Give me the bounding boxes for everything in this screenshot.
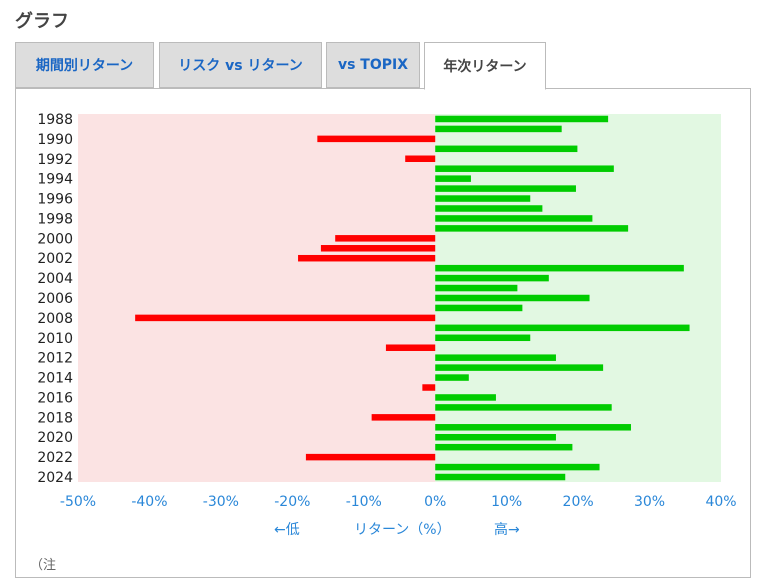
negative-region-background (78, 114, 436, 482)
y-tick-label: 2004 (37, 271, 73, 287)
x-tick-label: 20% (563, 494, 594, 510)
y-tick-label: 1990 (37, 132, 73, 148)
bar-2017 (435, 404, 612, 411)
y-tick-label: 1996 (37, 192, 73, 208)
x-tick-label: -20% (274, 494, 310, 510)
bar-2002 (298, 254, 436, 262)
bar-1994 (435, 175, 471, 182)
y-tick-label: 2014 (37, 371, 73, 387)
bar-2015 (422, 384, 436, 391)
y-tick-label: 2016 (37, 390, 73, 406)
bar-2009 (435, 324, 690, 332)
bar-2006 (435, 294, 590, 302)
y-tick-label: 2020 (37, 430, 73, 446)
x-tick-label: -50% (60, 494, 96, 510)
bar-2018 (371, 414, 436, 421)
tab-vs-topix[interactable]: vs TOPIX (326, 42, 420, 88)
annual-return-chart: 1988 1990 1992 1994 1996 1998 2000 2002 2004 2006… (37, 112, 736, 510)
bar-2007 (435, 304, 523, 312)
bar-1995 (435, 185, 576, 192)
y-tick-label: 2008 (37, 311, 73, 327)
low-label: ←低 (274, 522, 300, 538)
x-tick-label: 10% (491, 494, 522, 510)
x-tick-label: 40% (705, 494, 736, 510)
y-tick-label: 2024 (37, 470, 73, 486)
y-tick-label: 2000 (37, 231, 73, 247)
y-tick-label: 1994 (37, 172, 73, 188)
bar-2013 (435, 364, 604, 371)
bar-2005 (435, 284, 518, 292)
bar-1999 (435, 225, 629, 232)
tab-period-return[interactable]: 期間別リターン (15, 42, 154, 88)
y-tick-label: 2002 (37, 251, 73, 267)
y-tick-label: 1988 (37, 112, 73, 128)
bar-2019 (435, 424, 631, 431)
tab-annual-return[interactable]: 年次リターン (424, 42, 546, 90)
x-axis-label: リターン（%） (354, 522, 451, 538)
bar-1991 (435, 145, 578, 153)
bar-1989 (435, 125, 562, 133)
bar-2011 (385, 344, 436, 351)
tab-risk-vs-return[interactable]: リスク vs リターン (159, 42, 322, 88)
bar-2012 (435, 354, 556, 361)
bar-1997 (435, 205, 543, 212)
bar-2008 (135, 314, 436, 322)
y-tick-label: 2012 (37, 351, 73, 367)
bar-1988 (435, 115, 609, 123)
bar-1993 (435, 165, 614, 172)
bar-2004 (435, 274, 549, 282)
bar-2024 (435, 473, 566, 481)
bar-2000 (335, 235, 436, 242)
bar-2014 (435, 374, 469, 381)
bar-2022 (305, 453, 436, 461)
y-tick-label: 1998 (37, 211, 73, 227)
section-title: グラフ (15, 11, 69, 32)
x-tick-label: -40% (131, 494, 167, 510)
y-tick-label: 2010 (37, 331, 73, 347)
chart-panel: 1988 1990 1992 1994 1996 1998 2000 2002 2004 2006… (15, 88, 751, 578)
bar-2001 (320, 245, 436, 252)
high-label: 高→ (494, 522, 520, 538)
bar-1996 (435, 195, 531, 202)
x-tick-label: 0% (424, 494, 446, 510)
footer-note: （注 (30, 558, 57, 573)
x-tick-label: -30% (203, 494, 239, 510)
x-tick-label: -10% (346, 494, 382, 510)
bar-1990 (317, 135, 436, 143)
bar-2023 (435, 463, 600, 471)
x-tick-label: 30% (634, 494, 665, 510)
bar-1998 (435, 215, 593, 222)
y-tick-label: 1992 (37, 152, 73, 168)
y-tick-label: 2018 (37, 410, 73, 426)
y-tick-label: 2022 (37, 450, 73, 466)
bar-2020 (435, 433, 556, 441)
bar-2003 (435, 264, 684, 272)
bar-2016 (435, 394, 496, 401)
y-tick-label: 2006 (37, 291, 73, 307)
bar-2010 (435, 334, 531, 342)
bar-2021 (435, 443, 573, 451)
bar-1992 (405, 155, 436, 163)
